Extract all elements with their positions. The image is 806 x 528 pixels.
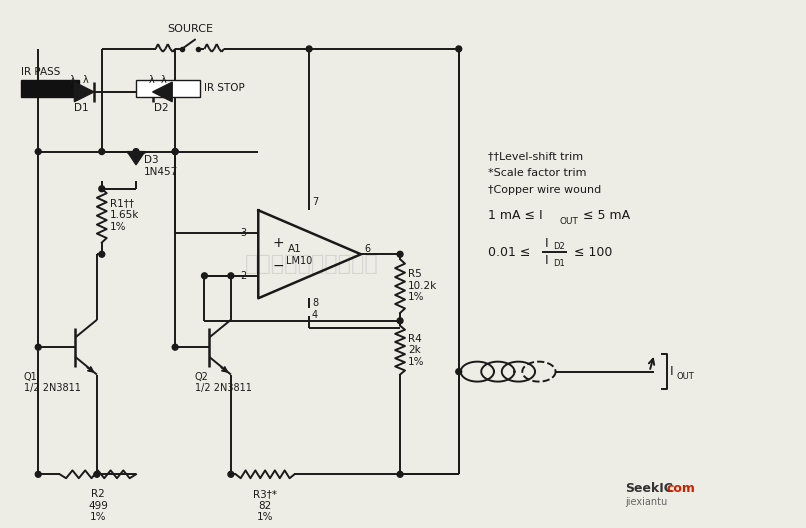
Text: R5
10.2k
1%: R5 10.2k 1% [408, 269, 437, 302]
Text: D3
1N457: D3 1N457 [143, 155, 178, 177]
Circle shape [202, 273, 207, 279]
Circle shape [35, 472, 41, 477]
Circle shape [228, 273, 234, 279]
Circle shape [35, 344, 41, 350]
Circle shape [306, 46, 312, 52]
Text: R1††
1.65k
1%: R1†† 1.65k 1% [110, 199, 139, 232]
Polygon shape [152, 82, 172, 102]
Text: −: − [273, 259, 285, 273]
Text: IR STOP: IR STOP [205, 83, 245, 93]
Text: I: I [670, 365, 674, 378]
Text: +: + [273, 235, 285, 250]
Circle shape [99, 186, 105, 192]
Circle shape [133, 149, 139, 155]
Text: jiexiantu: jiexiantu [625, 497, 667, 507]
Text: ≤ 100: ≤ 100 [570, 246, 613, 259]
Text: *Scale factor trim: *Scale factor trim [488, 168, 587, 178]
Text: D1: D1 [553, 259, 564, 268]
Circle shape [228, 472, 234, 477]
Circle shape [99, 251, 105, 257]
Text: SOURCE: SOURCE [167, 24, 213, 34]
Text: 2: 2 [240, 271, 247, 281]
Circle shape [172, 149, 178, 155]
Text: λ: λ [69, 75, 75, 85]
Circle shape [397, 472, 403, 477]
Text: λ: λ [160, 75, 166, 85]
Text: 1 mA ≤ I: 1 mA ≤ I [488, 209, 542, 222]
Text: 6: 6 [364, 244, 370, 254]
Text: I: I [545, 237, 548, 250]
Polygon shape [74, 82, 94, 102]
Text: SeekIC: SeekIC [625, 483, 673, 495]
Text: R3†*
82
1%: R3†* 82 1% [253, 489, 277, 522]
Text: 8: 8 [312, 298, 318, 308]
Circle shape [172, 149, 178, 155]
Text: A1: A1 [288, 244, 301, 254]
Text: λ: λ [149, 75, 155, 85]
Text: 4: 4 [312, 310, 318, 320]
Text: I: I [545, 253, 548, 267]
Text: 0.01 ≤: 0.01 ≤ [488, 246, 534, 259]
Text: OUT: OUT [677, 372, 695, 381]
Circle shape [456, 46, 462, 52]
Text: D1: D1 [74, 102, 89, 112]
Bar [136, 80, 200, 97]
Text: 3: 3 [240, 228, 247, 238]
Text: 杭州将睿科技有限公司: 杭州将睿科技有限公司 [245, 254, 379, 274]
Text: Q2
1/2 2N3811: Q2 1/2 2N3811 [195, 372, 251, 393]
Circle shape [397, 318, 403, 324]
Polygon shape [127, 152, 145, 165]
Text: com: com [666, 483, 695, 495]
Circle shape [172, 344, 178, 350]
Circle shape [397, 251, 403, 257]
Circle shape [99, 149, 105, 155]
Bar [21, 80, 79, 97]
Circle shape [94, 472, 100, 477]
Circle shape [456, 369, 462, 374]
Text: D2: D2 [553, 242, 564, 251]
Text: R4
2k
1%: R4 2k 1% [408, 334, 425, 367]
Text: LM10: LM10 [285, 256, 312, 266]
Text: R2
499
1%: R2 499 1% [88, 489, 108, 522]
Text: †Copper wire wound: †Copper wire wound [488, 185, 601, 195]
Text: Q1
1/2 2N3811: Q1 1/2 2N3811 [23, 372, 81, 393]
Text: 7: 7 [312, 197, 318, 208]
Text: ≤ 5 mA: ≤ 5 mA [579, 209, 630, 222]
Text: IR PASS: IR PASS [21, 68, 60, 78]
Circle shape [35, 149, 41, 155]
Text: D2: D2 [154, 102, 168, 112]
Text: λ: λ [82, 75, 88, 85]
Text: OUT: OUT [559, 218, 579, 227]
Text: ††Level-shift trim: ††Level-shift trim [488, 152, 584, 162]
